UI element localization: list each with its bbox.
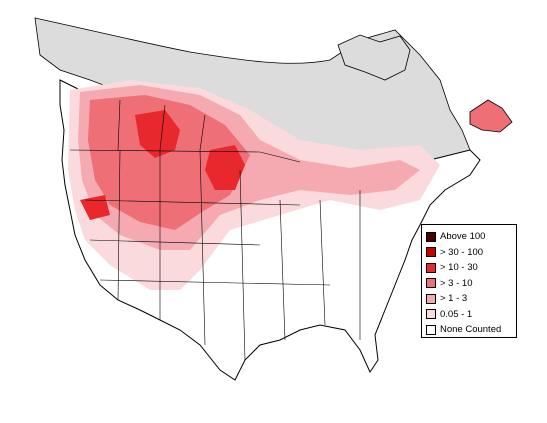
boundary-lines (69, 99, 361, 361)
legend-item: Above 100 (426, 229, 512, 245)
legend-item: > 10 - 30 (426, 260, 512, 276)
legend-label: > 30 - 100 (440, 246, 484, 258)
legend-item: None Counted (426, 322, 512, 338)
legend: Above 100 > 30 - 100 > 10 - 30 > 3 - 10 … (421, 224, 517, 338)
legend-swatch (426, 278, 436, 289)
legend-item: 0.05 - 1 (426, 307, 512, 323)
legend-swatch (426, 309, 436, 320)
legend-label: > 1 - 3 (440, 293, 468, 305)
legend-label: None Counted (440, 324, 502, 336)
newfoundland (469, 99, 513, 133)
island-northeast (337, 34, 411, 81)
legend-swatch (426, 293, 436, 304)
legend-item: > 3 - 10 (426, 276, 512, 292)
legend-swatch (426, 231, 436, 242)
legend-swatch (426, 324, 436, 335)
legend-label: > 3 - 10 (440, 277, 473, 289)
abundance-layer (68, 80, 440, 290)
legend-swatch (426, 262, 436, 273)
legend-swatch (426, 247, 436, 258)
legend-label: > 10 - 30 (440, 262, 478, 274)
legend-label: Above 100 (440, 231, 486, 243)
legend-item: > 30 - 100 (426, 245, 512, 261)
legend-label: 0.05 - 1 (440, 308, 473, 320)
legend-item: > 1 - 3 (426, 291, 512, 307)
